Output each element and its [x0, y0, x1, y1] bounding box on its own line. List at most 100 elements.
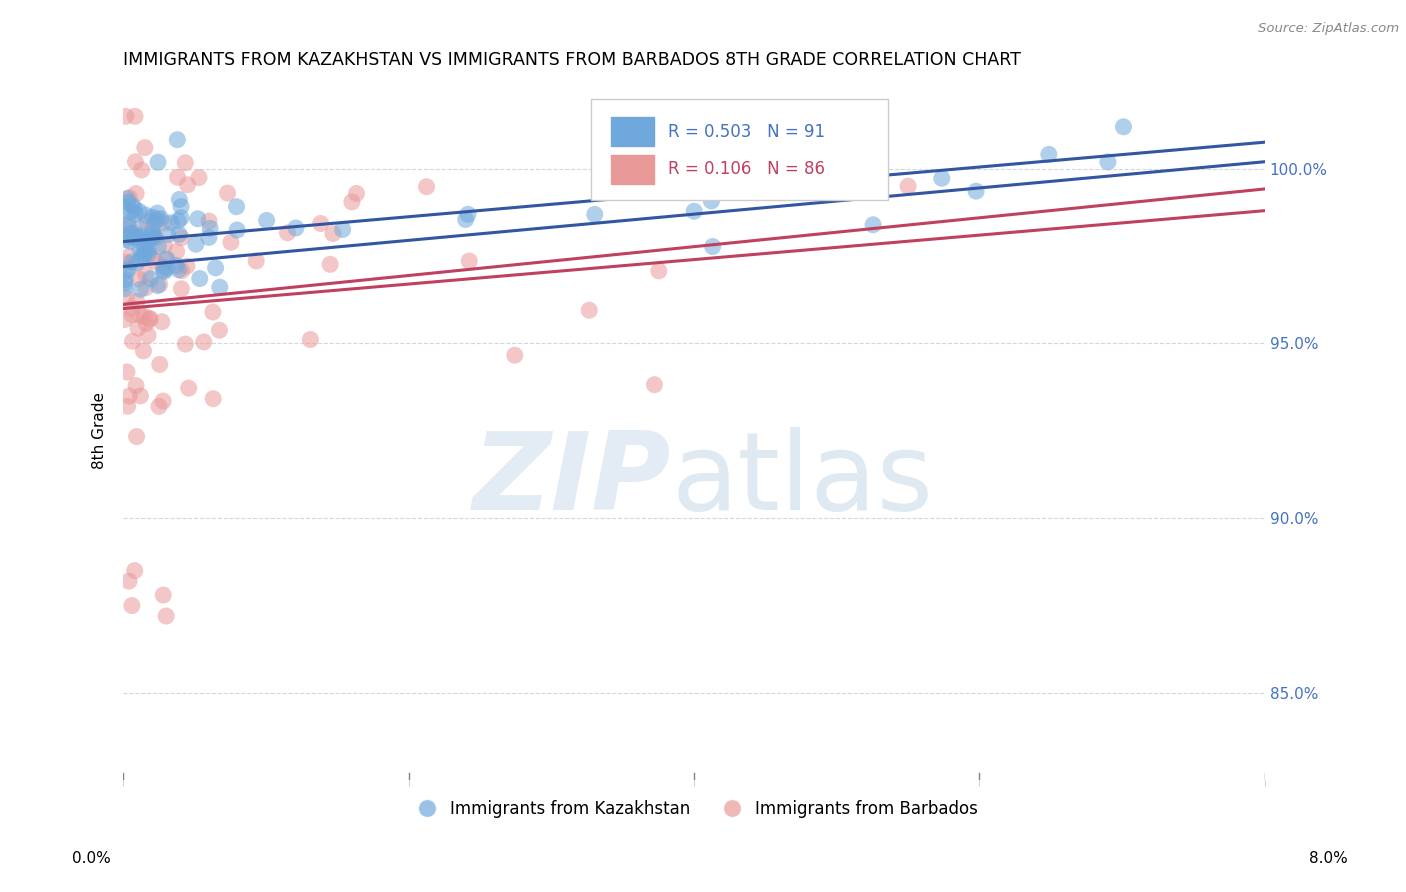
Point — [139, 271, 162, 285]
Point — [174, 337, 197, 351]
Point — [177, 381, 200, 395]
Point — [124, 202, 146, 216]
Point — [188, 170, 211, 185]
Point — [120, 227, 142, 241]
Point — [198, 230, 221, 244]
Point — [143, 216, 166, 230]
Point — [700, 194, 723, 208]
Point — [124, 109, 146, 123]
Point — [124, 227, 146, 241]
Point — [127, 271, 149, 285]
Point — [117, 192, 139, 206]
Point — [166, 244, 188, 259]
Point — [578, 303, 600, 318]
Text: Source: ZipAtlas.com: Source: ZipAtlas.com — [1258, 22, 1399, 36]
Point — [965, 184, 987, 198]
Point — [683, 204, 706, 219]
Point — [174, 156, 197, 170]
Point — [785, 126, 807, 140]
Point — [114, 218, 136, 232]
Point — [149, 277, 172, 292]
Point — [136, 235, 159, 249]
Point — [121, 308, 143, 322]
Point — [129, 282, 152, 296]
Point — [125, 186, 148, 201]
Point — [131, 251, 153, 265]
Point — [117, 217, 139, 231]
Point — [146, 155, 169, 169]
Point — [132, 343, 155, 358]
Point — [114, 200, 136, 214]
Point — [1097, 155, 1119, 169]
Point — [170, 200, 193, 214]
Point — [583, 207, 606, 221]
Text: 8.0%: 8.0% — [1309, 851, 1348, 865]
Point — [153, 216, 176, 230]
Point — [1112, 120, 1135, 134]
FancyBboxPatch shape — [592, 99, 889, 200]
Point — [153, 264, 176, 278]
Text: 0.0%: 0.0% — [72, 851, 111, 865]
Point — [135, 208, 157, 222]
Point — [138, 311, 160, 326]
Point — [152, 394, 174, 409]
Point — [284, 221, 307, 235]
Point — [170, 282, 193, 296]
Point — [167, 227, 190, 242]
Point — [118, 249, 141, 263]
Point — [225, 200, 247, 214]
Point — [155, 252, 177, 267]
Point — [643, 377, 665, 392]
Point — [165, 258, 187, 272]
Point — [170, 263, 193, 277]
Point — [128, 241, 150, 255]
Point — [136, 247, 159, 261]
Point — [120, 226, 142, 240]
Point — [121, 599, 143, 613]
Point — [129, 389, 152, 403]
Point — [332, 222, 354, 236]
Point — [117, 195, 139, 210]
Point — [125, 378, 148, 392]
Point — [128, 204, 150, 219]
Point — [204, 260, 226, 275]
Point — [155, 609, 177, 624]
Point — [169, 193, 191, 207]
Point — [648, 264, 671, 278]
Point — [198, 214, 221, 228]
Point — [131, 163, 153, 178]
Point — [134, 310, 156, 324]
Point — [152, 260, 174, 274]
Text: ZIP: ZIP — [472, 426, 671, 533]
Point — [309, 217, 332, 231]
Point — [134, 246, 156, 260]
Point — [121, 334, 143, 349]
Point — [124, 154, 146, 169]
Point — [125, 255, 148, 269]
Point — [121, 199, 143, 213]
Point — [121, 255, 143, 269]
Point — [503, 348, 526, 362]
Point — [141, 222, 163, 236]
Point — [114, 312, 136, 326]
Point — [142, 225, 165, 239]
Point — [132, 237, 155, 252]
Point — [458, 254, 481, 268]
Point — [862, 218, 884, 232]
Point — [148, 239, 170, 253]
Point — [148, 400, 170, 414]
Point — [117, 399, 139, 413]
Point — [146, 278, 169, 293]
Point — [120, 204, 142, 219]
Point — [115, 233, 138, 247]
Point — [145, 254, 167, 268]
Point — [125, 429, 148, 443]
Point — [897, 179, 920, 194]
Point — [198, 221, 221, 235]
Point — [208, 280, 231, 294]
Point — [931, 171, 953, 186]
Point — [139, 312, 162, 326]
Point — [226, 223, 249, 237]
Point — [114, 264, 136, 278]
Point — [145, 212, 167, 227]
